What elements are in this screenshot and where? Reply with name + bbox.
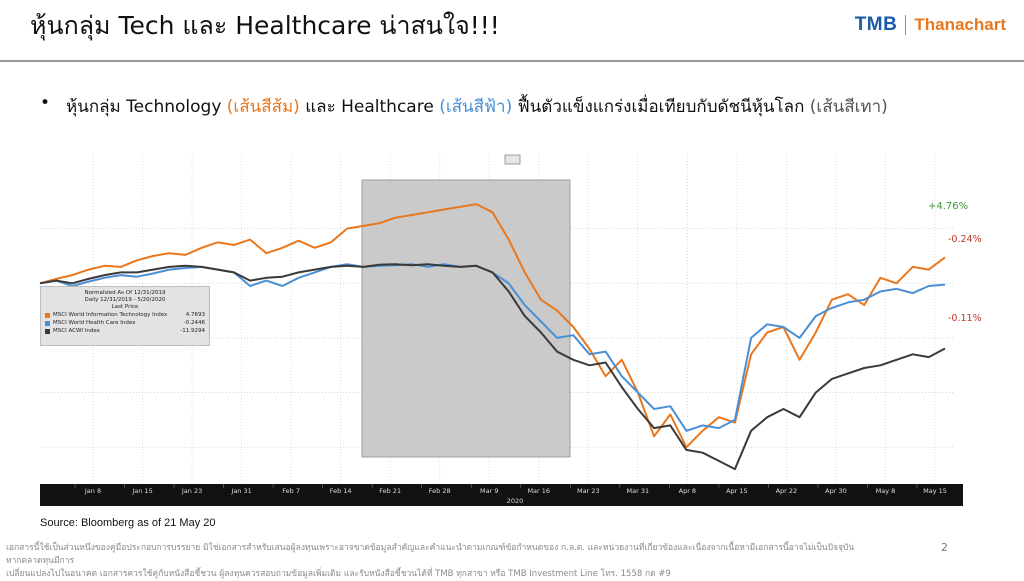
legend-header-3: Last Price <box>111 304 139 310</box>
bullet-text-1: หุ้นกลุ่ม Technology <box>66 97 227 117</box>
x-tick-label: Jan 31 <box>230 487 251 495</box>
legend-value-tech: 4.7693 <box>185 312 205 318</box>
chart-annotations: +4.76% -0.24% -0.11% <box>928 201 982 324</box>
x-axis-ticks: Jan 8 Jan 15 Jan 23 Jan 31 Feb 7 Feb 14 Feb 21… <box>74 484 947 505</box>
x-tick-label: Apr 15 <box>726 487 748 495</box>
disclaimer-line-1: เอกสารนี้ใช้เป็นส่วนหนึ่งของคู่มือประกอบ… <box>6 543 855 566</box>
legend-value-health: -0.2446 <box>183 320 205 326</box>
legend-entry-tech: MSCI World Information Technology Index … <box>41 311 209 319</box>
bullet-text-orange: (เส้นสีส้ม) <box>226 97 300 117</box>
disclaimer-line-2: เปลี่ยนแปลงไปในอนาคต เอกสารควรใช้คู่กับห… <box>6 569 671 579</box>
x-tick-label: Feb 7 <box>282 487 300 495</box>
legend-header-2: Daily 12/31/2019 - 5/20/2020 <box>84 297 166 303</box>
x-tick-label: Feb 14 <box>330 487 352 495</box>
bullet-text-blue: (เส้นสีฟ้า) <box>439 97 513 117</box>
bullet-text-3: ฟื้นตัวแข็งแกร่งเมื่อเทียบกับดัชนีหุ้นโล… <box>512 97 810 117</box>
x-axis-bar <box>40 484 963 506</box>
legend-name-health: MSCI World Health Care Index <box>53 320 136 326</box>
x-tick-label: May 15 <box>923 487 947 495</box>
x-tick-label: Apr 8 <box>679 487 696 495</box>
x-tick-label: Apr 22 <box>776 487 798 495</box>
legend-swatch-world <box>45 328 50 334</box>
chart-lines <box>39 203 946 471</box>
bullet-text-2: และ Healthcare <box>299 97 440 117</box>
legend-name-tech: MSCI World Information Technology Index <box>53 312 168 318</box>
tech-line <box>39 203 946 449</box>
brand-logo: TMB Thanachart <box>855 14 1006 36</box>
x-tick-label: Jan 15 <box>131 487 152 495</box>
x-tick-label: Feb 28 <box>429 487 451 495</box>
bullet-point: • หุ้นกลุ่ม Technology (เส้นสีส้ม) และ H… <box>40 93 888 120</box>
legend-header-1: Normalized As Of 12/31/2019 <box>84 290 166 296</box>
x-tick-label: Feb 21 <box>379 487 401 495</box>
x-tick-label: Mar 23 <box>577 487 600 495</box>
chart-toolbar-icon-box <box>504 154 521 165</box>
logo-divider <box>905 15 907 35</box>
x-tick-label: Mar 9 <box>480 487 498 495</box>
x-tick-label: Mar 31 <box>627 487 650 495</box>
legend-value-world: -11.9294 <box>180 328 205 334</box>
bullet-text-grey: (เส้นสีเทา) <box>809 97 888 117</box>
page-number: 2 <box>941 541 948 554</box>
annotation-tech: +4.76% <box>928 201 968 212</box>
bullet-dot: • <box>40 93 51 113</box>
annotation-world: -0.11% <box>948 313 982 324</box>
x-year-label: 2020 <box>507 497 524 505</box>
x-tick-label: Jan 8 <box>84 487 101 495</box>
x-tick-label: May 8 <box>876 487 896 495</box>
legend-swatch-tech <box>45 312 50 318</box>
chart-toolbar-icon <box>504 154 521 165</box>
chart-legend: Normalized As Of 12/31/2019 Daily 12/31/… <box>40 286 210 346</box>
legend-entry-health: MSCI World Health Care Index -0.2446 <box>41 319 209 327</box>
x-tick-label: Apr 30 <box>825 487 847 495</box>
legend-entry-world: MSCI ACWI Index -11.9294 <box>41 327 209 335</box>
legend-swatch-health <box>45 320 50 326</box>
logo-thanachart: Thanachart <box>914 15 1006 34</box>
highlight-region <box>361 179 571 458</box>
annotation-health: -0.24% <box>948 234 982 245</box>
disclaimer: เอกสารนี้ใช้เป็นส่วนหนึ่งของคู่มือประกอบ… <box>6 542 866 581</box>
header-rule <box>0 60 1024 62</box>
page-title: หุ้นกลุ่ม Tech และ Healthcare น่าสนใจ!!! <box>30 11 500 40</box>
legend-name-world: MSCI ACWI Index <box>53 328 100 334</box>
x-tick-label: Jan 23 <box>181 487 202 495</box>
x-tick-label: Mar 16 <box>527 487 550 495</box>
logo-tmb: TMB <box>854 14 898 35</box>
source-note: Source: Bloomberg as of 21 May 20 <box>40 517 216 529</box>
world-line <box>39 263 946 471</box>
